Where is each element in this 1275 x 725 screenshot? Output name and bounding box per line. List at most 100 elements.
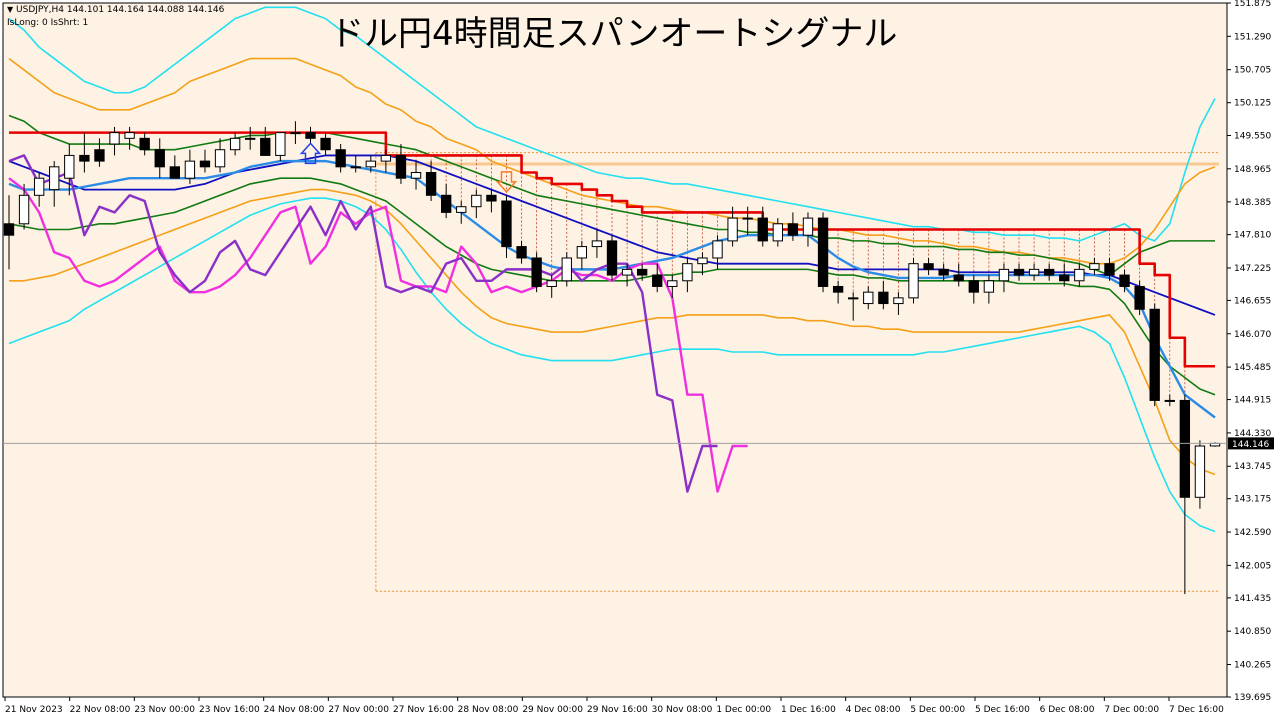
y-tick-label: 149.550: [1234, 131, 1271, 141]
current-price-badge: [1228, 437, 1274, 450]
x-tick-label: 6 Dec 08:00: [1040, 705, 1095, 715]
x-tick-label: 24 Nov 08:00: [264, 705, 325, 715]
bear-candle: [923, 263, 934, 270]
bear-candle: [878, 291, 889, 305]
y-tick-label: 139.695: [1234, 693, 1271, 703]
bull-candle: [229, 137, 241, 151]
bull-candle: [908, 263, 919, 299]
cyan-upper-line: [8, 6, 1216, 242]
x-tick-label: 27 Nov 16:00: [393, 705, 454, 715]
bull-candle: [1074, 268, 1085, 282]
y-tick-label: 151.875: [1234, 0, 1271, 9]
bull-candle: [1089, 263, 1100, 270]
y-tick-label: 151.290: [1234, 32, 1271, 42]
bull-candle: [546, 280, 557, 287]
bear-candle: [395, 154, 407, 179]
bear-candle: [636, 268, 648, 276]
x-tick-label: 7 Dec 00:00: [1104, 705, 1159, 715]
buy-arrow-icon: [299, 142, 322, 165]
bull-candle: [380, 154, 392, 162]
bear-candle: [757, 217, 768, 242]
y-tick-label: 150.125: [1234, 99, 1271, 109]
bull-candle: [350, 166, 361, 169]
bull-candle: [471, 194, 482, 208]
collapse-triangle-icon[interactable]: ▼: [7, 5, 14, 14]
bull-candle: [290, 132, 301, 135]
bear-candle: [817, 217, 829, 287]
bull-candle: [365, 160, 376, 168]
bear-candle: [199, 160, 211, 168]
bull-candle: [64, 154, 75, 179]
bull-candle: [184, 160, 196, 179]
bear-candle: [832, 285, 844, 293]
bear-candle: [1149, 308, 1160, 401]
y-tick-label: 140.850: [1234, 627, 1271, 637]
x-tick-label: 29 Nov 00:00: [522, 705, 583, 715]
y-tick-label: 146.070: [1234, 330, 1271, 340]
bear-candle: [335, 149, 346, 168]
bear-candle: [1119, 274, 1130, 287]
plot-frame: [2, 2, 1228, 698]
y-tick-label: 143.745: [1234, 462, 1271, 472]
bear-candle: [1134, 285, 1145, 310]
x-axis-ticks: 21 Nov 2023 22 Nov 08:00 23 Nov 00:00 23 No…: [4, 697, 1224, 715]
bear-candle: [501, 200, 512, 248]
y-tick-label: 147.810: [1234, 231, 1271, 241]
bear-candle: [3, 223, 15, 236]
x-tick-label: 4 Dec 08:00: [846, 705, 901, 715]
bear-candle: [531, 257, 542, 287]
bull-candle: [275, 132, 286, 156]
bull-candle: [742, 217, 753, 220]
bull-candle: [667, 280, 678, 287]
bear-candle: [486, 194, 497, 202]
plot-background: [3, 3, 1227, 697]
bull-candle: [998, 268, 1010, 282]
bull-candle: [863, 291, 874, 305]
bull-candle: [682, 263, 693, 282]
y-tick-label: 147.225: [1234, 264, 1271, 274]
y-tick-label: 141.435: [1234, 594, 1271, 604]
bull-candle: [591, 240, 603, 248]
bull-candle: [576, 246, 588, 259]
bear-candle: [1104, 263, 1115, 276]
purple-line: [8, 154, 718, 493]
axes: [2, 2, 1228, 698]
current-price-label: 144.146: [1232, 440, 1269, 450]
bull-candle: [983, 280, 995, 293]
bear-candle: [320, 137, 331, 151]
bear-candle: [139, 137, 150, 151]
x-tick-label: 23 Nov 16:00: [199, 705, 260, 715]
bear-candle: [968, 280, 979, 293]
bull-candle: [109, 132, 120, 145]
bull-candle: [772, 223, 783, 242]
x-tick-label: 27 Nov 00:00: [328, 705, 389, 715]
x-tick-label: 21 Nov 2023: [5, 705, 63, 715]
bear-candle: [1044, 268, 1055, 276]
y-tick-label: 144.915: [1234, 396, 1271, 406]
y-tick-label: 144.330: [1234, 429, 1271, 439]
x-tick-label: 1 Dec 16:00: [781, 705, 836, 715]
orange-lower-line: [9, 188, 1216, 476]
position-flags: IsLong: 0 IsShrt: 1: [7, 18, 89, 28]
bear-candle: [94, 149, 105, 162]
y-tick-label: 148.385: [1234, 198, 1271, 208]
bear-candle: [516, 246, 527, 259]
x-tick-label: 22 Nov 08:00: [70, 705, 131, 715]
y-axis-ticks: 151.875 151.290 150.705 150.125 149.550 148.9…: [1227, 0, 1271, 703]
bull-candle: [18, 194, 30, 225]
bear-candle: [938, 268, 949, 276]
bull-candle: [1194, 445, 1206, 498]
bear-candle: [154, 149, 165, 168]
bear-candle: [425, 172, 437, 196]
bull-candle: [727, 217, 738, 242]
bull-candle: [697, 257, 708, 265]
bear-candle: [169, 166, 180, 179]
bear-candle: [787, 223, 799, 236]
y-tick-label: 143.175: [1234, 495, 1271, 505]
bull-candle: [802, 217, 814, 236]
y-tick-label: 140.265: [1234, 661, 1271, 671]
bear-candle: [305, 132, 316, 139]
bear-candle: [1013, 268, 1025, 276]
